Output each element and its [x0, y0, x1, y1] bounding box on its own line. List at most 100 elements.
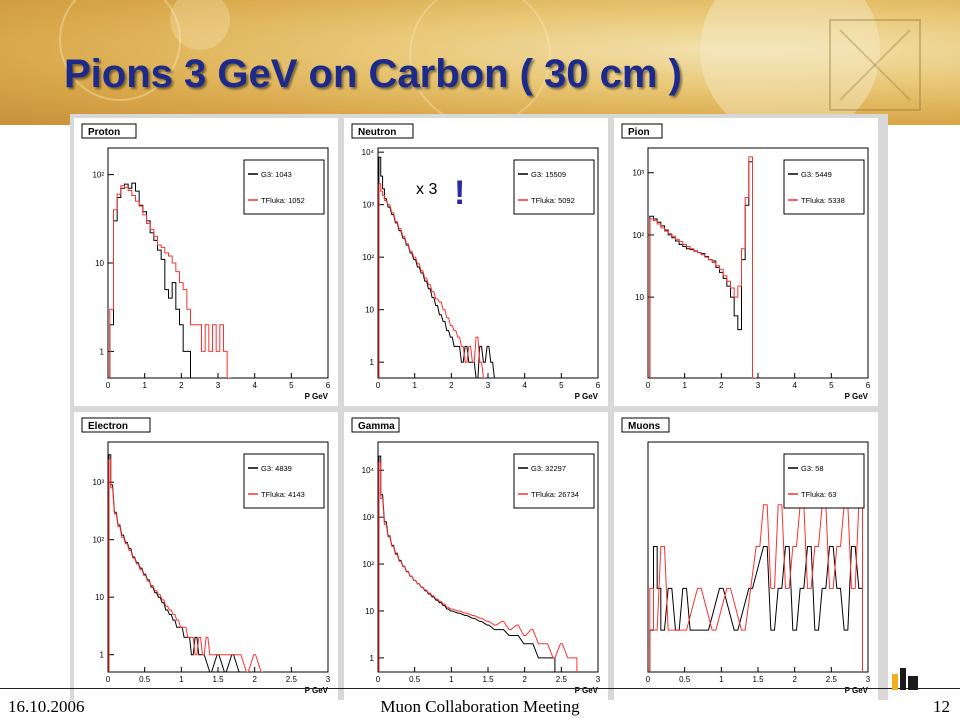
- series-g3: [378, 156, 497, 378]
- series-g3: [109, 182, 202, 378]
- panel-title-box: [621, 417, 670, 433]
- y-tick-label: 10²: [92, 536, 104, 545]
- x-tick-label: 0.5: [139, 675, 151, 684]
- legend-entry: TFluka: 4143: [261, 490, 305, 499]
- slide-title: Pions 3 GeV on Carbon ( 30 cm ): [64, 52, 682, 96]
- x-tick-label: 0.5: [679, 675, 691, 684]
- y-tick-label: 10: [635, 293, 644, 302]
- panel-title: Neutron: [358, 127, 396, 138]
- y-tick-label: 1: [100, 651, 105, 660]
- institute-logo: [892, 668, 918, 690]
- legend-entry: TFluka: 5338: [801, 196, 845, 205]
- histogram-panel-pion: Pion 0 1 2 3 4 5 6 P GeV 10 10² 10³ G3: 5449 TFluka: …: [614, 118, 878, 406]
- series-g3: [108, 454, 241, 672]
- x-axis-label: P GeV: [845, 686, 869, 695]
- legend-entry: TFluka: 1052: [261, 196, 305, 205]
- x-tick-label: 2.5: [286, 675, 298, 684]
- panel-title: Proton: [88, 127, 120, 138]
- panel-title: Pion: [628, 127, 650, 138]
- x-tick-label: 1.5: [482, 675, 494, 684]
- x-tick-label: 0: [646, 381, 651, 390]
- series-tfluka: [108, 458, 263, 672]
- x-tick-label: 6: [326, 381, 331, 390]
- x-tick-label: 2: [252, 675, 257, 684]
- histogram-panel-gamma: Gamma 0 0.5 1 1.5 2 2.5 3 P GeV 1 10 10² 10³ 10⁴ G3: 3…: [344, 412, 608, 700]
- x-tick-label: 2: [792, 675, 797, 684]
- x-tick-label: 2.5: [826, 675, 838, 684]
- panel-title: Electron: [88, 421, 128, 432]
- x-tick-label: 1: [449, 675, 454, 684]
- exclamation-mark: !: [454, 174, 465, 212]
- legend-entry: G3: 1043: [261, 170, 292, 179]
- legend-box: [783, 159, 865, 215]
- legend-entry: G3: 58: [801, 464, 824, 473]
- series-tfluka: [109, 185, 231, 378]
- panel-title: Gamma: [358, 421, 395, 432]
- series-g3: [649, 161, 757, 378]
- panel-title-box: [81, 123, 137, 139]
- histogram-svg: Electron 0 0.5 1 1.5 2 2.5 3 P GeV 1 10 10² 10³ G3: 4…: [81, 417, 331, 695]
- x-axis-label: P GeV: [305, 686, 329, 695]
- histogram-svg: Proton 0 1 2 3 4 5 6 P GeV 1 10 10² G3: 1043 TFluka: …: [81, 123, 331, 401]
- y-tick-label: 1: [370, 654, 375, 663]
- header-banner: [0, 0, 960, 125]
- legend-box: [243, 159, 325, 215]
- y-tick-label: 10⁴: [362, 466, 375, 475]
- y-tick-label: 10²: [362, 560, 374, 569]
- histogram-svg: Pion 0 1 2 3 4 5 6 P GeV 10 10² 10³ G3: 5449 TFluka: …: [621, 123, 871, 401]
- y-tick-label: 10²: [92, 171, 104, 180]
- y-tick-label: 10⁴: [362, 148, 375, 157]
- histogram-svg: Muons 0 0.5 1 1.5 2 2.5 3 P GeV G3: 58 TFluka: 63: [621, 417, 871, 695]
- y-tick-label: 10³: [362, 513, 374, 522]
- x-tick-label: 2: [449, 381, 454, 390]
- x-tick-label: 2: [522, 675, 527, 684]
- panel-title-box: [621, 123, 663, 139]
- legend-box: [513, 453, 595, 509]
- panel-title-box: [351, 123, 414, 139]
- histogram-panel-electron: Electron 0 0.5 1 1.5 2 2.5 3 P GeV 1 10 10² 10³ G3: 4…: [74, 412, 338, 700]
- y-tick-label: 10³: [92, 478, 104, 487]
- x-tick-label: 4: [792, 381, 797, 390]
- page-number: 12: [933, 697, 950, 716]
- histogram-panel-muons: Muons 0 0.5 1 1.5 2 2.5 3 P GeV G3: 58 TFluka: 63: [614, 412, 878, 700]
- x-tick-label: 3: [756, 381, 761, 390]
- legend-box: [783, 453, 865, 509]
- y-tick-label: 10: [95, 259, 104, 268]
- panel-title-box: [81, 417, 151, 433]
- x-tick-label: 1: [412, 381, 417, 390]
- legend-box: [513, 159, 595, 215]
- histogram-svg: Neutron 0 1 2 3 4 5 6 P GeV 1 10 10² 10³ 10⁴ G3: 15509…: [351, 123, 601, 401]
- x-tick-label: 3: [326, 675, 331, 684]
- histogram-panel-neutron: Neutron 0 1 2 3 4 5 6 P GeV 1 10 10² 10³ 10⁴ G3: 15509…: [344, 118, 608, 406]
- x-tick-label: 4: [252, 381, 257, 390]
- x-tick-label: 2: [179, 381, 184, 390]
- x-tick-label: 3: [596, 675, 601, 684]
- x-tick-label: 0: [376, 675, 381, 684]
- x-tick-label: 5: [289, 381, 294, 390]
- y-tick-label: 10³: [632, 169, 644, 178]
- legend-box: [243, 453, 325, 509]
- y-tick-label: 10³: [362, 201, 374, 210]
- series-g3: [378, 455, 556, 672]
- y-tick-label: 10: [95, 593, 104, 602]
- series-tfluka: [649, 156, 757, 378]
- histogram-panel-proton: Proton 0 1 2 3 4 5 6 P GeV 1 10 10² G3: 1043 TFluka: …: [74, 118, 338, 406]
- banner-decoration: [59, 0, 921, 125]
- panel-title: Muons: [628, 421, 661, 432]
- y-tick-label: 10²: [362, 253, 374, 262]
- x-tick-label: 3: [866, 675, 871, 684]
- legend-entry: TFluka: 26734: [531, 490, 579, 499]
- series-g3: [649, 546, 863, 672]
- y-tick-label: 10: [365, 607, 374, 616]
- x-tick-label: 6: [596, 381, 601, 390]
- y-tick-label: 10²: [632, 231, 644, 240]
- footer-date: 16.10.2006: [8, 697, 85, 716]
- x-axis-label: P GeV: [305, 392, 329, 401]
- x-tick-label: 1: [179, 675, 184, 684]
- x-tick-label: 0: [106, 675, 111, 684]
- x-tick-label: 1: [719, 675, 724, 684]
- x-tick-label: 1.5: [752, 675, 764, 684]
- y-tick-label: 1: [100, 347, 105, 356]
- x-tick-label: 2.5: [556, 675, 568, 684]
- x-tick-label: 5: [829, 381, 834, 390]
